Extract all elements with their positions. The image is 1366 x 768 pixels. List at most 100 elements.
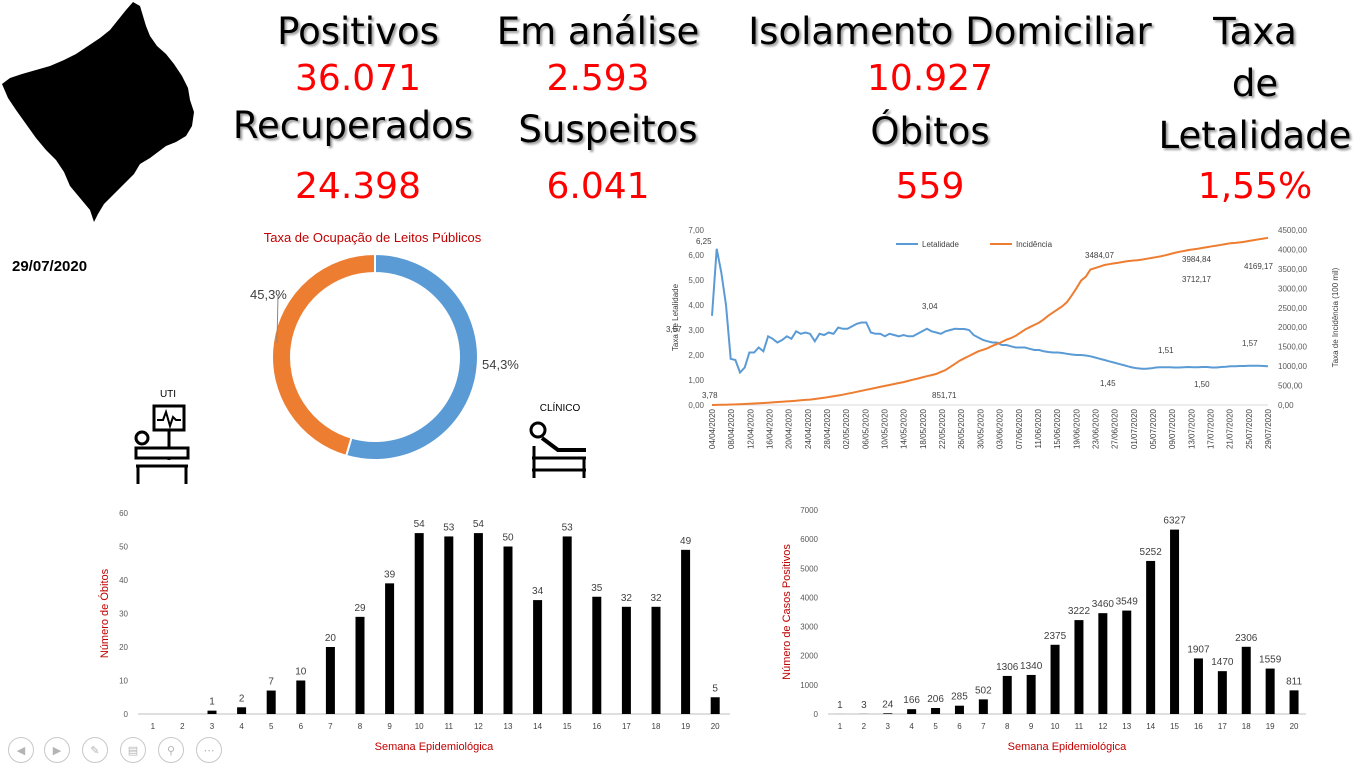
x-tick-label: 12 xyxy=(474,722,483,731)
data-label: 1,45 xyxy=(1100,379,1116,388)
data-label: 6,25 xyxy=(696,237,712,246)
bar xyxy=(1146,560,1156,714)
next-icon[interactable]: ▶ xyxy=(44,737,70,763)
y2-axis-title: Taxa de Incidência (100 mil) xyxy=(1331,267,1340,367)
y-tick-label: 40 xyxy=(119,576,128,585)
y-tick-label: 4,00 xyxy=(688,301,704,310)
data-label: 5 xyxy=(712,683,718,694)
y2-tick-label: 3500,00 xyxy=(1278,265,1307,274)
legend-label: Letalidade xyxy=(922,240,959,249)
y2-tick-label: 2000,00 xyxy=(1278,323,1307,332)
y-tick-label: 10 xyxy=(119,677,128,686)
data-label: 53 xyxy=(562,522,574,533)
y-tick-label: 0 xyxy=(124,710,129,719)
x-tick-label: 18 xyxy=(652,722,661,731)
x-tick-label: 9 xyxy=(1029,722,1034,731)
x-tick-label: 12/04/2020 xyxy=(746,408,755,449)
x-tick-label: 16 xyxy=(1194,722,1203,731)
x-tick-label: 12 xyxy=(1098,722,1107,731)
x-tick-label: 19 xyxy=(1266,722,1275,731)
stat-value-positivos: 36.071 xyxy=(295,58,421,99)
x-tick-label: 26/05/2020 xyxy=(957,408,966,449)
x-tick-label: 23/06/2020 xyxy=(1091,408,1100,449)
data-label: 53 xyxy=(443,522,455,533)
slice-leader-line xyxy=(472,364,475,372)
y2-tick-label: 2500,00 xyxy=(1278,304,1307,313)
pen-icon[interactable]: ✎ xyxy=(82,737,108,763)
x-tick-label: 2 xyxy=(180,722,185,731)
letalidade-value: 1,55% xyxy=(1197,166,1313,207)
data-label: 1,50 xyxy=(1194,380,1210,389)
bar xyxy=(1050,644,1060,714)
data-label: 10 xyxy=(295,667,307,678)
y-tick-label: 2,00 xyxy=(688,351,704,360)
x-tick-label: 3 xyxy=(886,722,891,731)
state-map-silhouette xyxy=(2,2,194,222)
bar xyxy=(355,616,365,714)
data-label: 1,51 xyxy=(1158,346,1174,355)
bar xyxy=(1002,675,1012,714)
series-line-letalidade xyxy=(711,248,1269,375)
y-axis-title: Taxa de Letalidade xyxy=(671,283,680,351)
data-label: 166 xyxy=(903,695,920,706)
x-tick-label: 21/07/2020 xyxy=(1226,408,1235,449)
data-label: 206 xyxy=(927,694,944,705)
y2-tick-label: 0,00 xyxy=(1278,401,1294,410)
data-label: 7 xyxy=(268,677,274,688)
x-tick-label: 11/06/2020 xyxy=(1034,408,1043,448)
bar xyxy=(681,549,691,714)
x-tick-label: 02/05/2020 xyxy=(842,408,851,449)
slides-icon[interactable]: ▤ xyxy=(120,737,146,763)
data-label: 3,57 xyxy=(666,325,682,334)
y-axis-title: Número de Óbitos xyxy=(98,568,111,658)
y-tick-label: 3,00 xyxy=(688,326,704,335)
stat-label-recuperados: Recuperados xyxy=(232,104,474,147)
x-tick-label: 1 xyxy=(838,722,843,731)
y-tick-label: 3000 xyxy=(800,623,818,632)
x-tick-label: 04/04/2020 xyxy=(708,408,717,449)
bar xyxy=(503,546,513,714)
stat-label-suspeitos: Suspeitos xyxy=(518,108,698,151)
x-tick-label: 15/06/2020 xyxy=(1053,408,1062,449)
y2-tick-label: 3000,00 xyxy=(1278,284,1307,293)
pie-chart-title: Taxa de Ocupação de Leitos Públicos xyxy=(263,230,482,245)
y2-tick-label: 4000,00 xyxy=(1278,245,1307,254)
zoom-icon[interactable]: ⚲ xyxy=(158,737,184,763)
x-tick-label: 05/07/2020 xyxy=(1149,408,1158,449)
data-label: 1559 xyxy=(1259,655,1282,666)
x-tick-label: 20 xyxy=(711,722,720,731)
bar xyxy=(325,647,335,714)
x-tick-label: 18/05/2020 xyxy=(919,408,928,449)
x-tick-label: 5 xyxy=(269,722,274,731)
x-tick-label: 14 xyxy=(533,722,542,731)
x-tick-label: 11 xyxy=(445,722,454,731)
x-tick-label: 19/06/2020 xyxy=(1072,408,1081,449)
y-tick-label: 6000 xyxy=(800,535,818,544)
data-label: 3,04 xyxy=(922,302,938,311)
bar xyxy=(710,697,720,714)
stat-value-isolamento: 10.927 xyxy=(867,58,993,99)
x-tick-label: 28/04/2020 xyxy=(823,408,832,449)
bar xyxy=(444,536,454,714)
x-axis-title: Semana Epidemiológica xyxy=(1008,741,1128,753)
data-label: 1340 xyxy=(1020,661,1043,672)
bar xyxy=(1122,610,1132,714)
y-tick-label: 20 xyxy=(119,643,128,652)
x-tick-label: 5 xyxy=(933,722,938,731)
data-label: 39 xyxy=(384,569,396,580)
report-date: 29/07/2020 xyxy=(12,258,88,275)
more-icon[interactable]: ⋯ xyxy=(196,737,222,763)
bar xyxy=(207,710,217,714)
prev-icon[interactable]: ◀ xyxy=(8,737,34,763)
bar xyxy=(954,705,964,714)
x-tick-label: 14/05/2020 xyxy=(900,408,909,449)
bed-occupancy-donut-chart: 54,3% 45,3% xyxy=(250,252,519,461)
bar xyxy=(533,600,543,714)
x-tick-label: 8 xyxy=(1005,722,1010,731)
data-label: 49 xyxy=(680,536,692,547)
data-label: 4169,17 xyxy=(1244,262,1273,271)
y-tick-label: 50 xyxy=(119,543,128,552)
data-label: 3,78 xyxy=(702,391,718,400)
icu-bed-icon xyxy=(134,404,190,484)
x-tick-label: 18 xyxy=(1242,722,1251,731)
